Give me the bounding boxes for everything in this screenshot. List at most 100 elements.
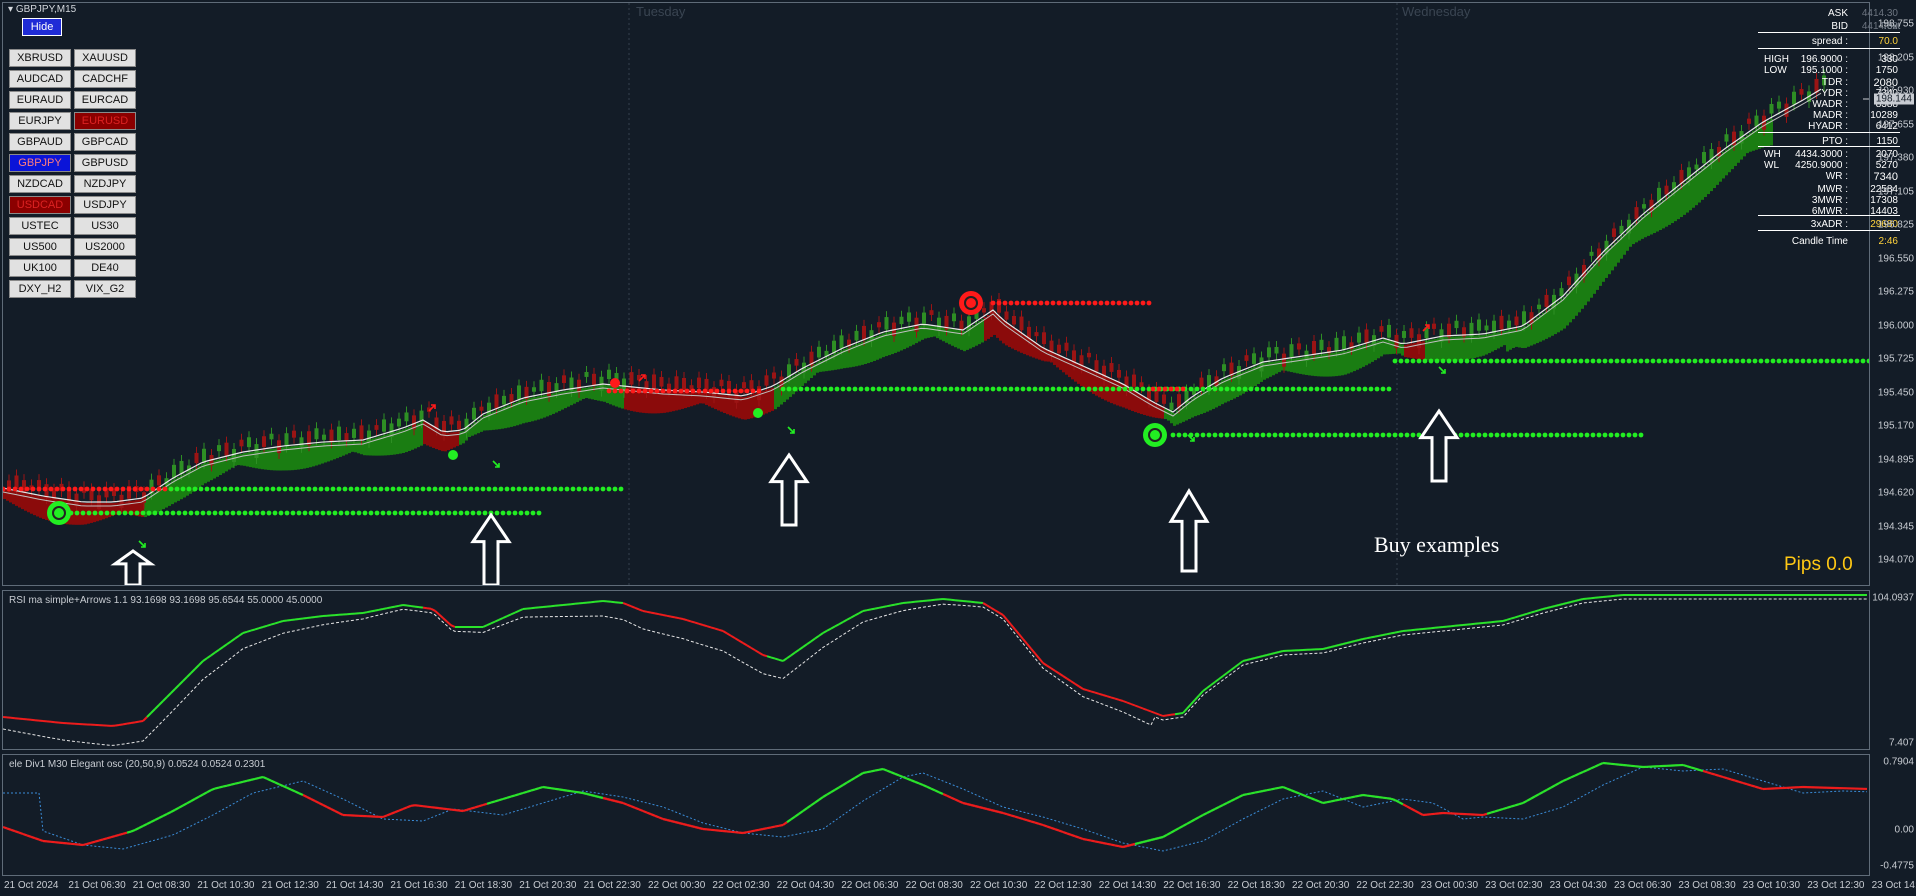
symbol-button-nzdcad[interactable]: NZDCAD [9, 175, 71, 193]
trend-ribbon-bar [6, 489, 9, 501]
symbol-button-xauusd[interactable]: XAUUSD [74, 49, 136, 67]
time-axis-label: 21 Oct 08:30 [132, 880, 191, 891]
price-axis-label: 195.450 [1877, 387, 1914, 398]
trend-ribbon-bar [582, 388, 585, 399]
trend-ribbon-bar [39, 496, 42, 518]
time-axis-label: 22 Oct 16:30 [1163, 880, 1221, 891]
trend-ribbon-bar [987, 315, 990, 339]
price-chart-pane[interactable] [2, 2, 1870, 586]
oscillator-pane[interactable]: ele Div1 M30 Elegant osc (20,50,9) 0.052… [2, 754, 1870, 876]
osc-line-segment [246, 778, 252, 782]
signal-dot [1110, 386, 1116, 392]
trend-ribbon-bar [1449, 336, 1452, 361]
osc-line-segment [1250, 791, 1256, 795]
rsi-line-segment [738, 639, 744, 644]
candle-body [869, 330, 874, 342]
info-row-mwr: MWR :22584 [1758, 184, 1900, 195]
rsi-line-segment [1274, 651, 1280, 654]
signal-dot [1254, 386, 1260, 392]
signal-dot [1848, 358, 1854, 364]
symbol-button-vix_g2[interactable]: VIX_G2 [74, 280, 136, 298]
signal-dot [1044, 386, 1050, 392]
osc-line-segment [870, 769, 876, 773]
candle-body [352, 428, 356, 438]
symbol-button-gbpcad[interactable]: GBPCAD [74, 133, 136, 151]
symbol-button-usdcad[interactable]: USDCAD [9, 196, 71, 214]
osc-line-segment [786, 818, 792, 824]
symbol-button-ustec[interactable]: USTEC [9, 217, 71, 235]
trend-ribbon-bar [687, 392, 690, 408]
trend-ribbon-bar [108, 503, 111, 518]
signal-dot [1134, 386, 1140, 392]
symbol-button-de40[interactable]: DE40 [74, 259, 136, 277]
trend-ribbon-bar [897, 330, 900, 352]
trend-ribbon-bar [1005, 322, 1008, 346]
signal-dot [546, 486, 552, 492]
osc-line-segment [1322, 801, 1328, 805]
symbol-button-eurusd[interactable]: EURUSD [74, 112, 136, 130]
symbol-button-gbpjpy[interactable]: GBPJPY [9, 154, 71, 172]
signal-dot [1170, 432, 1176, 438]
symbol-button-us2000[interactable]: US2000 [74, 238, 136, 256]
hide-button[interactable]: Hide [22, 18, 62, 36]
osc-line-segment [822, 793, 828, 798]
osc-line-segment [206, 789, 212, 794]
rsi-indicator-pane[interactable]: RSI ma simple+Arrows 1.1 93.1698 93.1698… [2, 590, 1870, 750]
trend-ribbon-bar [777, 384, 780, 407]
osc-line-segment [258, 775, 264, 780]
symbol-button-euraud[interactable]: EURAUD [9, 91, 71, 109]
symbol-button-eurcad[interactable]: EURCAD [74, 91, 136, 109]
trend-ribbon-bar [1191, 398, 1194, 418]
candle-body [1694, 164, 1699, 170]
rsi-line-segment [1230, 666, 1236, 671]
candle-body [674, 376, 679, 390]
trend-ribbon-bar [1389, 340, 1392, 355]
osc-line-segment [546, 786, 552, 790]
trend-ribbon-bar [1251, 367, 1254, 389]
signal-dot [84, 486, 90, 492]
time-axis-label: 22 Oct 00:30 [648, 880, 706, 891]
trend-ribbon-bar [558, 392, 561, 412]
symbol-button-gbpaud[interactable]: GBPAUD [9, 133, 71, 151]
rsi-line-segment [302, 617, 308, 620]
signal-dot [672, 388, 678, 394]
symbol-button-uk100[interactable]: UK100 [9, 259, 71, 277]
signal-dot [1776, 358, 1782, 364]
osc-line-segment [114, 833, 120, 838]
symbol-button-eurjpy[interactable]: EURJPY [9, 112, 71, 130]
symbol-button-gbpusd[interactable]: GBPUSD [74, 154, 136, 172]
osc-line-segment [174, 806, 180, 811]
osc-line-segment [138, 825, 144, 829]
osc-line-segment [790, 815, 796, 821]
candle-body [689, 385, 694, 391]
osc-line-segment [130, 828, 136, 833]
symbol-button-usdjpy[interactable]: USDJPY [74, 196, 136, 214]
info-label: MADR : [1813, 110, 1848, 121]
trend-ribbon-bar [1209, 387, 1212, 411]
symbol-button-dxy_h2[interactable]: DXY_H2 [9, 280, 71, 298]
trend-ribbon-bar [405, 428, 408, 453]
candle-body [14, 475, 19, 490]
candle-body [854, 330, 859, 341]
signal-dot [330, 486, 336, 492]
candle-body [1297, 343, 1301, 350]
candle-body [1537, 304, 1541, 310]
osc-line-segment [954, 798, 960, 803]
rsi-line-segment [414, 605, 420, 609]
candle-body [67, 487, 71, 501]
osc-line-segment [202, 791, 208, 796]
signal-dot [444, 486, 450, 492]
signal-dot [176, 510, 182, 516]
symbol-button-us30[interactable]: US30 [74, 217, 136, 235]
symbol-button-audcad[interactable]: AUDCAD [9, 70, 71, 88]
rsi-line-segment [206, 654, 212, 660]
symbol-button-nzdjpy[interactable]: NZDJPY [74, 175, 136, 193]
trend-ribbon-bar [306, 444, 309, 468]
symbol-button-cadchf[interactable]: CADCHF [74, 70, 136, 88]
signal-dot [876, 386, 882, 392]
symbol-button-xbrusd[interactable]: XBRUSD [9, 49, 71, 67]
trend-ribbon-bar [1416, 342, 1419, 359]
symbol-button-us500[interactable]: US500 [9, 238, 71, 256]
signal-dot [918, 386, 924, 392]
signal-dot [1602, 432, 1608, 438]
